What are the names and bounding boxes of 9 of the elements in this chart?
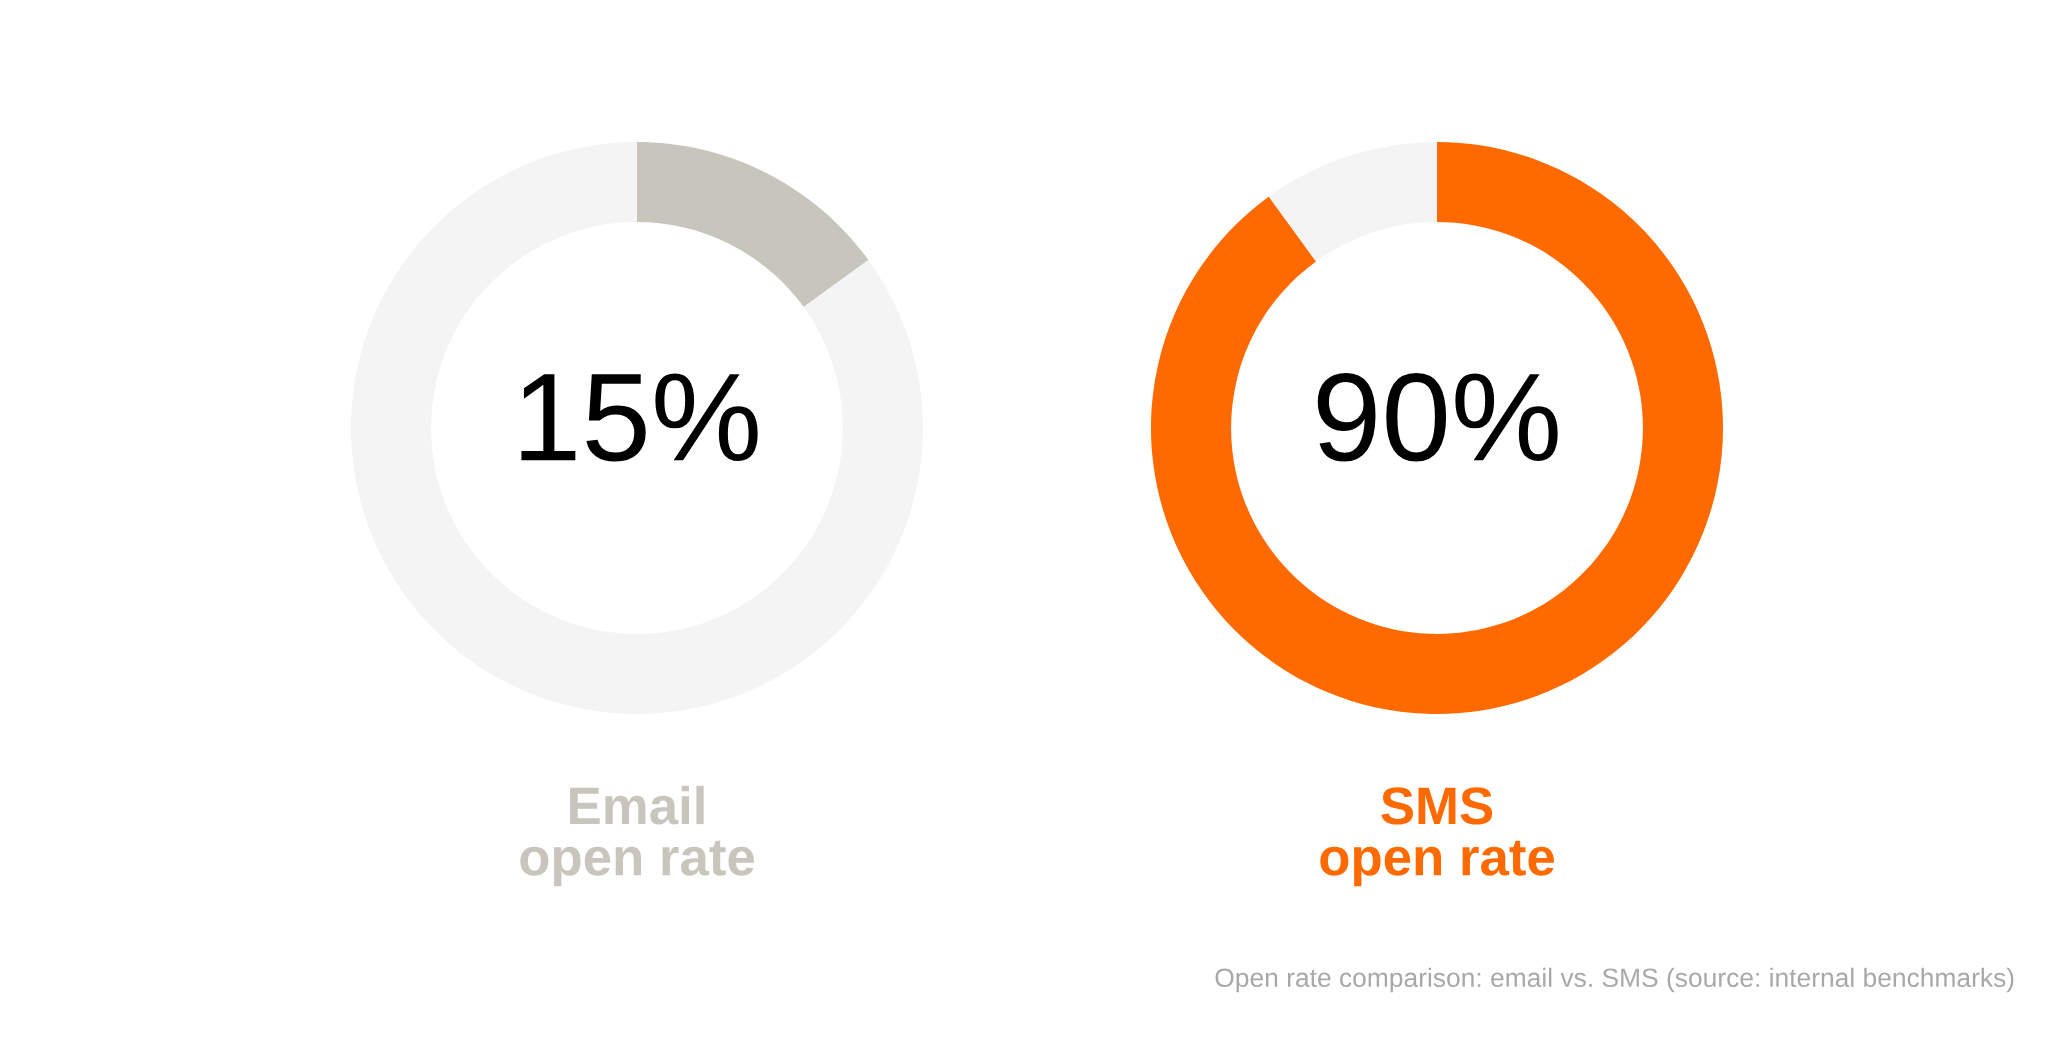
donut-slice bbox=[1268, 142, 1437, 262]
donut-slice bbox=[637, 142, 869, 307]
data-label: 90% bbox=[1317, 373, 1558, 462]
donut-slice bbox=[351, 142, 923, 714]
text: SMS open rate bbox=[1320, 787, 1554, 887]
text: Email open rate bbox=[520, 785, 754, 887]
data-label: 15% bbox=[521, 373, 758, 462]
donut-slice bbox=[1151, 142, 1723, 714]
text: Open rate comparison: email vs. SMS (source: internal benchmarks) bbox=[1215, 967, 2014, 993]
